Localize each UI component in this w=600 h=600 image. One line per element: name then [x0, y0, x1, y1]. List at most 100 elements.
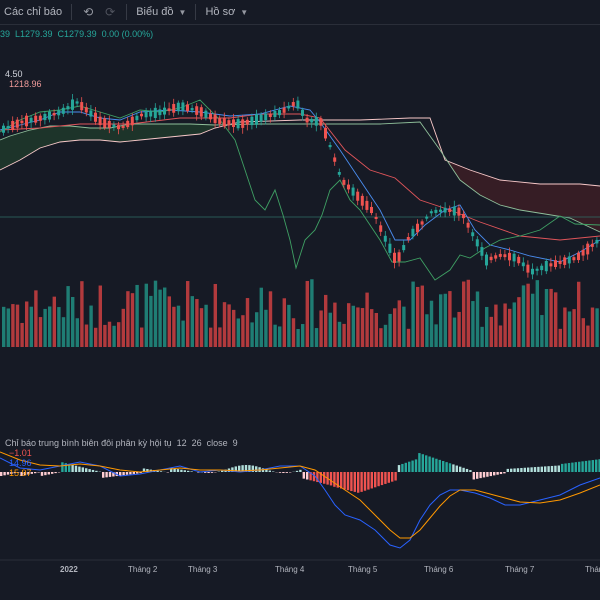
- volume-bar: [52, 296, 56, 347]
- volume-bar: [581, 318, 585, 347]
- indicators-button[interactable]: Các chỉ báo: [0, 0, 66, 24]
- macd-histogram-bar: [384, 472, 387, 484]
- volume-bar: [420, 285, 424, 347]
- macd-histogram-bar: [533, 467, 537, 472]
- candle-body: [181, 102, 185, 111]
- volume-bar: [57, 307, 61, 347]
- volume-bar: [287, 304, 291, 347]
- candle-body: [360, 195, 364, 206]
- macd-histogram-bar: [493, 472, 496, 476]
- volume-bar: [360, 308, 365, 347]
- volume-bar: [498, 325, 503, 347]
- volume-bar: [333, 302, 337, 347]
- candle-body: [448, 208, 452, 213]
- candle-body: [558, 260, 562, 264]
- volume-bar: [158, 289, 162, 347]
- volume-bar: [402, 306, 406, 347]
- candle-body: [540, 265, 544, 271]
- candle-body: [291, 102, 295, 107]
- candle-body: [52, 113, 56, 116]
- candle-body: [172, 103, 176, 113]
- candle-body: [416, 223, 419, 233]
- macd-histogram-bar: [91, 469, 95, 472]
- macd-histogram-bar: [557, 465, 560, 472]
- candle-body: [255, 114, 258, 125]
- chart-type-dropdown[interactable]: Biểu đồ ▼: [132, 0, 190, 24]
- volume-bar: [374, 313, 378, 347]
- macd-histogram-bar: [81, 467, 84, 472]
- macd-histogram-bar: [323, 472, 326, 484]
- candle-body: [466, 222, 470, 228]
- macd-value: 14.96: [9, 458, 32, 468]
- undo-icon[interactable]: ⟲: [83, 5, 94, 19]
- volume-bar: [563, 307, 567, 347]
- macd-histogram-bar: [170, 468, 173, 472]
- volume-bar: [443, 293, 447, 347]
- macd-histogram-bar: [309, 472, 312, 481]
- candle-body: [273, 110, 277, 118]
- volume-bar: [351, 305, 355, 347]
- candle-body: [103, 118, 107, 128]
- volume-bar: [112, 325, 116, 347]
- macd-histogram-bar: [544, 466, 547, 472]
- volume-bar: [268, 291, 273, 347]
- macd-histogram-bar: [3, 472, 6, 476]
- candle-body: [98, 116, 102, 126]
- candle-body: [425, 216, 429, 219]
- macd-histogram-bar: [105, 472, 108, 478]
- volume-bar: [485, 306, 489, 347]
- macd-histogram-bar: [146, 469, 149, 472]
- candle-body: [48, 111, 51, 120]
- volume-bar: [328, 312, 332, 347]
- macd-histogram-bar: [159, 471, 163, 472]
- candle-body: [337, 171, 341, 175]
- macd-histogram-bar: [374, 472, 377, 488]
- macd-title: Chỉ báo trung bình biên đôi phân kỳ hội …: [5, 438, 238, 448]
- candle-body: [236, 119, 240, 129]
- candle-body: [324, 127, 327, 139]
- candle-body: [61, 107, 65, 114]
- x-axis-label: Tháng 2: [128, 565, 158, 574]
- macd-histogram-bar: [513, 468, 516, 472]
- volume-bar: [319, 310, 323, 347]
- macd-histogram-bar: [469, 470, 472, 472]
- indicator-value-b: 1218.96: [9, 79, 42, 89]
- macd-histogram-bar: [61, 462, 64, 472]
- volume-bar: [250, 322, 254, 347]
- volume-bar: [462, 281, 466, 347]
- candle-body: [245, 119, 249, 125]
- macd-histogram-bar: [316, 472, 319, 483]
- candle-body: [549, 263, 553, 267]
- macd-histogram-bar: [173, 468, 176, 472]
- macd-histogram-bar: [421, 454, 424, 472]
- candle-body: [480, 247, 484, 256]
- volume-bar: [586, 325, 590, 347]
- candle-body: [443, 207, 447, 213]
- candle-body: [402, 245, 406, 251]
- volume-bar: [526, 283, 530, 347]
- volume-bar: [98, 285, 102, 347]
- volume-bar: [167, 296, 171, 347]
- volume-bar: [429, 300, 434, 347]
- candle-body: [15, 119, 19, 128]
- macd-histogram-bar: [571, 462, 574, 472]
- candle-body: [328, 145, 332, 148]
- volume-bar: [590, 307, 595, 347]
- redo-icon[interactable]: ⟳: [105, 5, 116, 19]
- macd-histogram-bar: [595, 459, 598, 472]
- macd-histogram-bar: [30, 472, 33, 474]
- candle-body: [572, 257, 576, 261]
- volume-bar: [310, 279, 314, 347]
- senkou-span-b-line: [0, 121, 600, 233]
- profile-dropdown[interactable]: Hồ sơ ▼: [201, 0, 252, 24]
- macd-histogram: [0, 453, 600, 493]
- macd-histogram-bar: [401, 463, 404, 472]
- candle-body: [411, 228, 415, 237]
- volume-bar: [489, 316, 493, 347]
- macd-histogram-bar: [455, 465, 458, 472]
- volume-bar: [255, 312, 259, 347]
- macd-histogram-bar: [598, 459, 600, 472]
- candle-body: [213, 114, 217, 124]
- macd-histogram-bar: [340, 472, 343, 489]
